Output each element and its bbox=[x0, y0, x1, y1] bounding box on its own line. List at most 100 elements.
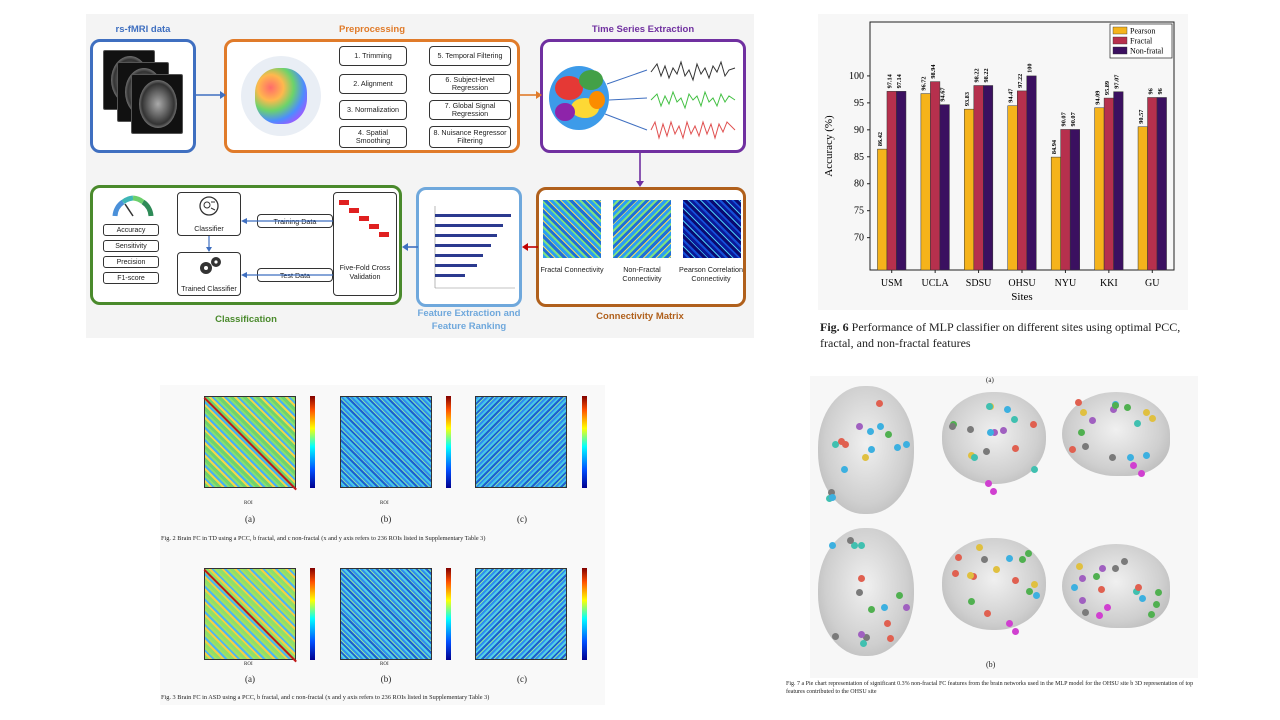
x-tick-label: NYU bbox=[1055, 278, 1077, 289]
step-3: 3. Normalization bbox=[339, 100, 407, 120]
time-series-illustration bbox=[549, 60, 736, 140]
brain-node bbox=[985, 480, 992, 487]
brain-node bbox=[971, 454, 979, 462]
data-label: 97.22 bbox=[1017, 74, 1024, 88]
brain-node bbox=[875, 400, 883, 408]
panel-label-b: (b) bbox=[380, 674, 392, 684]
bar bbox=[886, 91, 897, 271]
bar bbox=[1026, 75, 1037, 271]
panel-label-b: (b) bbox=[380, 514, 392, 524]
time-series-stage bbox=[540, 39, 746, 153]
brain-node bbox=[1139, 595, 1147, 603]
legend-swatch bbox=[1112, 36, 1128, 45]
rsfmri-stage bbox=[90, 39, 196, 153]
classifier-box: Classifier bbox=[177, 192, 241, 236]
step-8: 8. Nuisance Regressor Filtering bbox=[429, 126, 511, 148]
brain-node bbox=[967, 571, 975, 579]
brain-node bbox=[842, 440, 849, 448]
brain-node bbox=[862, 633, 870, 641]
data-label: 94.09 bbox=[1094, 91, 1101, 105]
brain-node bbox=[1098, 585, 1106, 593]
brain-node bbox=[952, 570, 960, 578]
brain-node bbox=[1110, 406, 1118, 413]
x-tick-label: KKI bbox=[1100, 278, 1118, 289]
brain-node bbox=[1138, 470, 1145, 477]
legend-label: Pearson bbox=[1130, 27, 1155, 36]
data-label: 97.14 bbox=[896, 73, 903, 88]
connectivity-stage: Fractal Connectivity Non-Fractal Connect… bbox=[536, 187, 746, 307]
brain-node bbox=[990, 429, 998, 437]
step-7: 7. Global Signal Regression bbox=[429, 100, 511, 120]
bar bbox=[1069, 129, 1080, 271]
brain-node bbox=[968, 598, 976, 606]
trained-classifier-label: Trained Classifier bbox=[181, 284, 237, 293]
brain-node bbox=[858, 631, 866, 639]
brain-node bbox=[1112, 564, 1120, 572]
brain-node bbox=[867, 605, 875, 613]
brain-node bbox=[1030, 581, 1038, 589]
brain-node bbox=[1111, 402, 1119, 410]
arrow-icon bbox=[402, 243, 418, 251]
data-label: 94.67 bbox=[940, 87, 947, 101]
brain-node bbox=[846, 537, 854, 545]
data-label: 94.47 bbox=[1008, 89, 1015, 103]
bar bbox=[939, 104, 950, 271]
brain-node bbox=[986, 429, 994, 437]
colorbar bbox=[310, 568, 315, 660]
step-5: 5. Temporal Filtering bbox=[429, 46, 511, 66]
brain-node bbox=[1011, 416, 1019, 424]
y-tick-label: 80 bbox=[854, 179, 864, 190]
panel-label-c: (c) bbox=[517, 674, 527, 684]
brain-node bbox=[1133, 587, 1141, 595]
bar bbox=[1007, 105, 1018, 271]
brain-node bbox=[1012, 444, 1020, 452]
data-label: 96 bbox=[1157, 88, 1164, 94]
brain-node bbox=[1075, 563, 1083, 571]
brain-node bbox=[1079, 574, 1087, 582]
y-tick-label: 85 bbox=[854, 152, 864, 163]
arrow-icon bbox=[206, 236, 212, 252]
brain-node bbox=[894, 443, 902, 451]
brain-node bbox=[990, 488, 997, 495]
brain-node bbox=[981, 555, 989, 563]
brain-node bbox=[1006, 620, 1013, 627]
bar bbox=[1147, 97, 1158, 271]
brain-node bbox=[877, 422, 885, 430]
brain-node bbox=[903, 603, 911, 611]
brain-node bbox=[1004, 406, 1012, 414]
brain-node bbox=[1079, 596, 1087, 604]
step-1: 1. Trimming bbox=[339, 46, 407, 66]
data-label: 97.14 bbox=[887, 73, 894, 88]
brain-node bbox=[1082, 608, 1090, 616]
axis-label: ROI bbox=[244, 662, 253, 667]
bar bbox=[1060, 129, 1071, 271]
brain-node bbox=[1030, 420, 1038, 428]
legend-label: Non-fratal bbox=[1130, 47, 1164, 56]
brain-circle-illustration bbox=[241, 56, 321, 136]
brain-node bbox=[828, 493, 836, 501]
time-series-title: Time Series Extraction bbox=[591, 24, 695, 35]
bar bbox=[973, 85, 984, 271]
y-tick-label: 100 bbox=[849, 71, 864, 82]
arrow-icon bbox=[520, 91, 542, 99]
data-label: 96 bbox=[1147, 88, 1154, 94]
data-label: 86.42 bbox=[877, 132, 884, 146]
fig6-label: Fig. 6 bbox=[820, 320, 849, 334]
brain-node bbox=[983, 447, 991, 455]
data-label: 90.07 bbox=[1070, 112, 1077, 126]
panel-label-c: (c) bbox=[517, 514, 527, 524]
brain-node bbox=[1154, 588, 1162, 596]
colorbar bbox=[582, 568, 587, 660]
fig3-caption: Fig. 3 Brain FC in ASD using a PCC, b fr… bbox=[161, 694, 490, 701]
data-label: 90.57 bbox=[1138, 110, 1145, 124]
brain-node bbox=[851, 542, 859, 550]
metric-f1: F1-score bbox=[103, 272, 159, 284]
fig2-caption: Fig. 2 Brain FC in TD using a PCC, b fra… bbox=[161, 535, 486, 542]
brain-node bbox=[1148, 414, 1156, 422]
trained-classifier-box: Trained Classifier bbox=[177, 252, 241, 296]
y-tick-label: 75 bbox=[854, 206, 864, 217]
arrow-icon bbox=[196, 91, 226, 99]
axis-label: ROI bbox=[380, 501, 389, 506]
brain-node bbox=[1075, 399, 1083, 407]
brain-node bbox=[883, 620, 891, 628]
